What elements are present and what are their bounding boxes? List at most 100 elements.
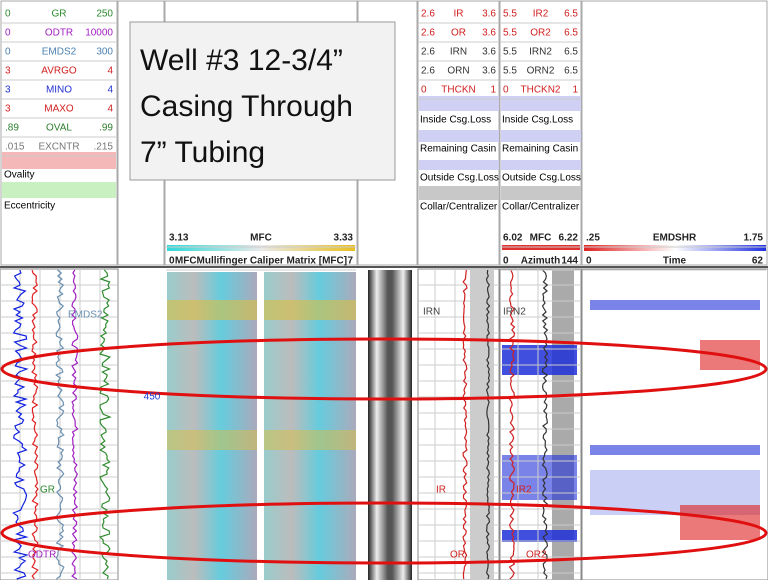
scale-min: 0	[5, 9, 11, 20]
scale-max: 10000	[85, 28, 113, 39]
curve	[541, 269, 549, 580]
scale-min: 3.13	[169, 233, 189, 244]
scale-min: 0	[169, 256, 175, 267]
scale-name: AVRGO	[41, 66, 77, 77]
loss-label: Remaining Casin	[420, 144, 496, 155]
curve-label: IR2	[516, 485, 532, 496]
scale-min: 2.6	[421, 28, 435, 39]
scale-min: 0	[503, 256, 509, 267]
scale-name: IRN2	[529, 47, 552, 58]
scale-name: ORN2	[527, 66, 555, 77]
scale-min: 3	[5, 66, 11, 77]
scale-max: .99	[99, 123, 113, 134]
scale-max: 4	[107, 104, 113, 115]
scale-max: 6.5	[564, 28, 578, 39]
curve	[98, 269, 112, 580]
scale-min: .015	[5, 142, 25, 153]
loss-label: Outside Csg.Loss	[502, 173, 581, 184]
scale-name: MINO	[46, 85, 72, 96]
scale-name: OVAL	[46, 123, 72, 134]
curve	[508, 269, 516, 580]
scale-name: EMDS2	[42, 47, 77, 58]
scale-max: 1	[490, 85, 496, 96]
curve-label: GR	[40, 485, 55, 496]
scale-name: OR2	[530, 28, 551, 39]
scale-min: 6.02	[503, 233, 523, 244]
scale-max: 6.22	[559, 233, 579, 244]
curve-label: IRN	[423, 307, 440, 318]
scale-min: 3	[5, 85, 11, 96]
curve	[31, 269, 39, 580]
scale-min: 0	[5, 28, 11, 39]
scale-max: 1	[572, 85, 578, 96]
scale-max: 3.6	[482, 9, 496, 20]
scale-max: 6.5	[564, 47, 578, 58]
title-line: 7” Tubing	[140, 136, 265, 169]
curve-label: ODTR	[28, 550, 56, 561]
label: Ovality	[4, 170, 35, 181]
scale-min: 5.5	[503, 47, 517, 58]
loss-label: Remaining Casin	[502, 144, 578, 155]
scale-min: .25	[586, 233, 600, 244]
scale-max: 300	[96, 47, 113, 58]
scale-name: ODTR	[45, 28, 73, 39]
curve	[71, 269, 79, 580]
scale-min: 0	[5, 47, 11, 58]
scale-min: 5.5	[503, 28, 517, 39]
title-line: Casing Through	[140, 90, 353, 123]
scale-max: .215	[94, 142, 114, 153]
scale-name: MAXO	[44, 104, 74, 115]
scale-min: 0	[586, 256, 592, 267]
scale-name: Time	[663, 256, 687, 267]
scale-max: 6.5	[564, 66, 578, 77]
scale-name: THCKN2	[520, 85, 560, 96]
scale-min: 5.5	[503, 66, 517, 77]
scale-max: 3.6	[482, 47, 496, 58]
scale-max: 4	[107, 85, 113, 96]
scale-max: 7	[347, 256, 353, 267]
scale-name: Azimuth	[521, 256, 560, 267]
scale-max: 62	[752, 256, 764, 267]
loss-label: Collar/Centralizer	[420, 202, 498, 213]
scale-min: 2.6	[421, 66, 435, 77]
scale-name: IRN	[450, 47, 467, 58]
scale-name: GR	[52, 9, 67, 20]
curve	[462, 269, 468, 580]
scale-max: 4	[107, 66, 113, 77]
scale-min: 0	[503, 85, 509, 96]
curve-label: IR	[436, 485, 446, 496]
curve-label: EMDS2	[68, 310, 103, 321]
scale-name: OR	[451, 28, 466, 39]
scale-name: IR	[454, 9, 464, 20]
scale-name: MFC	[250, 233, 272, 244]
curve	[55, 269, 65, 580]
curve	[11, 269, 29, 580]
curve-label: OR	[450, 550, 465, 561]
scale-min: 0	[421, 85, 427, 96]
depth-label: 450	[144, 392, 161, 403]
scale-min: 5.5	[503, 9, 517, 20]
scale-max: 3.33	[334, 233, 354, 244]
scale-max: 6.5	[564, 9, 578, 20]
title-line: Well #3 12-3/4”	[140, 44, 343, 77]
scale-name: MFC	[530, 233, 552, 244]
loss-label: Outside Csg.Loss	[420, 173, 499, 184]
loss-label: Collar/Centralizer	[502, 202, 580, 213]
scale-min: 2.6	[421, 47, 435, 58]
scale-name: ORN	[447, 66, 469, 77]
scale-name: EMDSHR	[653, 233, 697, 244]
curve-label: IRN2	[503, 307, 526, 318]
scale-name: EXCNTR	[38, 142, 79, 153]
scale-min: 3	[5, 104, 11, 115]
scale-min: 2.6	[421, 9, 435, 20]
scale-max: 144	[561, 256, 578, 267]
scale-name: IR2	[533, 9, 549, 20]
loss-label: Inside Csg.Loss	[502, 115, 573, 126]
label: Eccentricity	[4, 201, 55, 212]
scale-min: .89	[5, 123, 19, 134]
scale-max: 250	[96, 9, 113, 20]
curve	[485, 269, 491, 580]
scale-name: MFCMullifinger Caliper Matrix [MFC]	[175, 256, 347, 267]
loss-label: Inside Csg.Loss	[420, 115, 491, 126]
